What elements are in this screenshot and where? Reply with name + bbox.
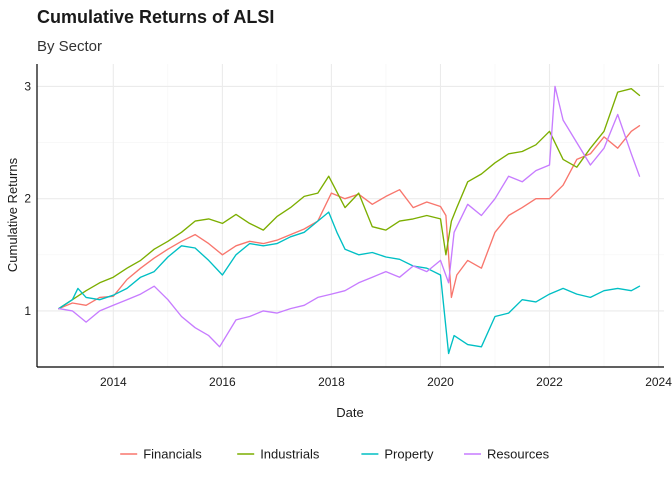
legend-item-industrials: Industrials <box>237 447 320 462</box>
x-tick-label: 2024 <box>645 375 672 389</box>
series-line-property <box>58 211 641 355</box>
legend-label: Industrials <box>260 447 320 462</box>
plot-axes <box>36 64 664 368</box>
y-tick-label: 3 <box>24 79 31 93</box>
series-line-industrials <box>58 88 641 310</box>
x-tick-label: 2016 <box>209 375 236 389</box>
series-line-financials <box>58 125 641 310</box>
chart-subtitle: By Sector <box>37 38 102 55</box>
x-tick-label: 2014 <box>100 375 127 389</box>
x-axis-title: Date <box>336 405 363 420</box>
plot-grid <box>37 64 664 367</box>
legend-item-property: Property <box>361 447 434 462</box>
x-tick-label: 2022 <box>536 375 563 389</box>
chart-title: Cumulative Returns of ALSI <box>37 7 274 27</box>
legend-item-resources: Resources <box>464 447 550 462</box>
legend-label: Resources <box>487 447 550 462</box>
y-axis-title: Cumulative Returns <box>5 157 20 272</box>
legend-label: Property <box>384 447 434 462</box>
x-tick-label: 2018 <box>318 375 345 389</box>
axis-ticks: 2014 2016 2018 2020 2022 2024 1 2 3 <box>24 79 672 389</box>
y-tick-label: 2 <box>24 192 31 206</box>
series-line-resources <box>58 85 641 348</box>
y-tick-label: 1 <box>24 304 31 318</box>
chart-legend: Financials Industrials Property Resources <box>120 447 550 462</box>
x-tick-label: 2020 <box>427 375 454 389</box>
series-lines <box>58 85 641 355</box>
legend-label: Financials <box>143 447 202 462</box>
legend-item-financials: Financials <box>120 447 202 462</box>
